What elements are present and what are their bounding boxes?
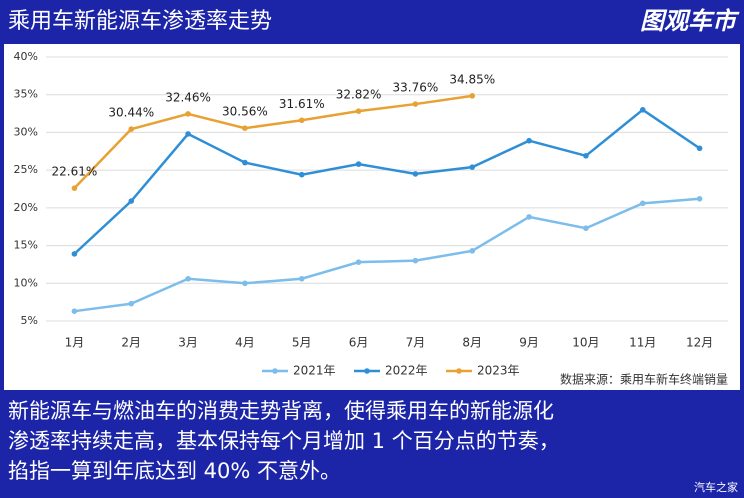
y-tick-label: 25%	[14, 163, 38, 176]
data-label: 34.85%	[449, 72, 495, 86]
point	[526, 137, 532, 144]
y-tick-label: 15%	[14, 239, 38, 252]
point	[242, 280, 248, 287]
x-tick-label: 6月	[349, 336, 369, 350]
data-label: 31.61%	[279, 97, 325, 111]
data-label: 30.44%	[108, 106, 154, 120]
caption-line: 新能源车与燃油车的消费走势背离，使得乘用车的新能源化	[8, 399, 554, 423]
y-tick-label: 5%	[21, 314, 38, 327]
series-line	[74, 197, 700, 313]
point	[71, 308, 78, 314]
legend-marker	[272, 368, 278, 374]
point	[298, 117, 305, 124]
y-tick-label: 35%	[14, 88, 38, 101]
point	[583, 153, 589, 159]
point	[298, 275, 305, 282]
point	[526, 214, 532, 220]
x-tick-label: 3月	[178, 336, 198, 350]
point	[412, 171, 419, 177]
point	[185, 111, 191, 117]
data-label: 22.61%	[52, 165, 98, 179]
point	[696, 145, 703, 152]
data-label: 32.82%	[336, 88, 382, 102]
point	[128, 300, 135, 307]
y-tick-label: 20%	[14, 201, 38, 214]
point	[128, 198, 135, 204]
x-tick-label: 8月	[462, 336, 482, 350]
point	[469, 248, 476, 254]
data-label: 33.76%	[393, 81, 439, 95]
chart-panel	[4, 44, 740, 390]
legend-marker	[364, 368, 370, 374]
legend-label: 2022年	[385, 364, 428, 378]
point	[639, 200, 646, 207]
point	[71, 251, 78, 257]
point	[298, 171, 305, 178]
logo: 图观车市	[640, 7, 740, 35]
legend-marker	[456, 368, 462, 374]
y-tick-label: 10%	[14, 276, 38, 289]
title: 乘用车新能源车渗透率走势	[8, 9, 272, 34]
watermark: 汽车之家	[694, 480, 738, 494]
point	[185, 131, 191, 137]
y-tick-label: 40%	[14, 50, 38, 63]
point	[71, 185, 78, 191]
point	[242, 125, 248, 132]
point	[355, 108, 362, 114]
point	[128, 126, 135, 132]
x-tick-label: 12月	[686, 336, 713, 350]
x-tick-label: 7月	[406, 336, 426, 350]
x-tick-label: 2月	[121, 336, 141, 350]
x-tick-label: 5月	[292, 336, 312, 350]
y-tick-label: 30%	[14, 125, 38, 138]
point	[639, 107, 646, 113]
point	[412, 257, 419, 264]
point	[469, 93, 476, 99]
point	[696, 196, 703, 202]
series-line	[73, 94, 473, 190]
point	[185, 275, 191, 282]
point	[355, 259, 362, 265]
legend-label: 2023年	[477, 364, 520, 378]
data-label: 32.46%	[165, 90, 211, 104]
point	[242, 159, 248, 166]
x-tick-label: 4月	[235, 336, 255, 350]
caption-line: 掐指一算到年底达到 40% 不意外。	[8, 459, 341, 483]
point	[469, 164, 476, 170]
source-note: 数据来源：乘用车新车终端销量	[560, 372, 728, 387]
point	[583, 225, 589, 232]
x-tick-label: 10月	[572, 336, 599, 350]
x-tick-label: 11月	[629, 336, 656, 350]
point	[412, 101, 419, 107]
data-label: 30.56%	[222, 105, 268, 119]
x-tick-label: 1月	[65, 336, 85, 350]
x-tick-label: 9月	[519, 336, 539, 350]
point	[355, 161, 362, 167]
caption-line: 渗透率持续走高，基本保持每个月增加 1 个百分点的节奏，	[8, 429, 560, 453]
series-line	[73, 108, 701, 255]
legend-label: 2021年	[293, 364, 336, 378]
